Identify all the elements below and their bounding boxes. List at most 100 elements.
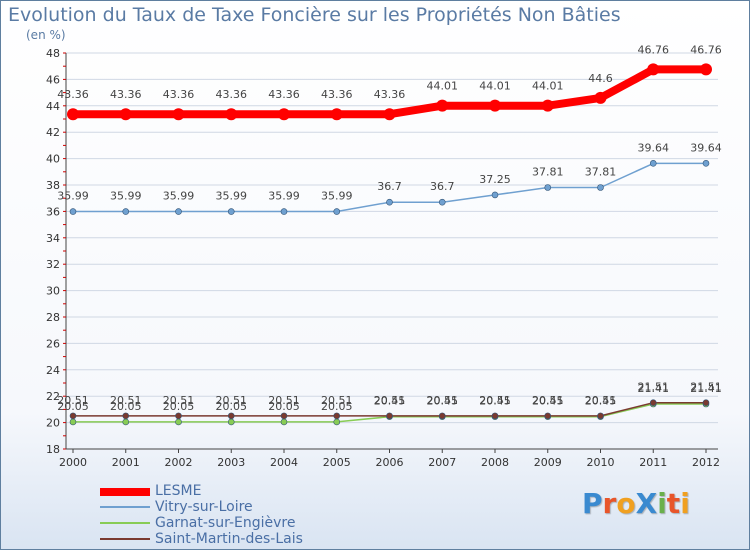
data-point — [67, 108, 79, 121]
data-label: 44.01 — [479, 80, 511, 93]
data-point — [597, 412, 604, 420]
y-tick-label: 26 — [46, 337, 60, 350]
data-point — [491, 412, 499, 420]
data-label: 20.51 — [427, 394, 459, 407]
data-labels: 43.36 43.36 43.36 43.36 43.36 43.36 43.36 44.01… — [57, 43, 722, 413]
data-label: 44.01 — [532, 80, 564, 93]
data-point — [175, 412, 182, 420]
grid — [66, 52, 718, 424]
data-point — [594, 91, 607, 104]
y-tick-label: 28 — [46, 311, 60, 324]
data-point — [69, 418, 77, 426]
y-tick-label: 34 — [46, 232, 60, 245]
data-point — [386, 198, 393, 206]
data-point — [383, 108, 396, 121]
data-label: 20.45 — [479, 395, 511, 408]
data-label: 35.99 — [268, 190, 300, 203]
x-tick-label: 2001 — [112, 456, 140, 469]
data-label: 20.45 — [427, 395, 459, 408]
data-label: 20.51 — [532, 394, 564, 407]
data-label: 35.99 — [163, 190, 195, 203]
data-label: 21.41 — [638, 382, 670, 395]
data-point — [69, 412, 77, 420]
legend: LESME Vitry-sur-Loire Garnat-sur-Engièvr… — [100, 483, 360, 548]
data-point — [278, 108, 290, 121]
data-label: 43.36 — [374, 88, 406, 101]
data-label: 20.51 — [374, 394, 406, 407]
legend-swatch-garnat — [100, 522, 150, 524]
data-label: 20.51 — [321, 394, 353, 407]
data-label: 20.51 — [216, 394, 248, 407]
data-point — [541, 99, 554, 112]
axes: 18 20 22 24 26 28 30 32 34 36 38 40 42 44 46 48 2000 2001… — [46, 47, 720, 469]
data-label: 44.01 — [427, 80, 459, 93]
y-tick-label: 24 — [46, 364, 60, 377]
data-label: 37.81 — [585, 166, 617, 179]
data-label: 46.76 — [690, 43, 722, 56]
legend-item-garnat: Garnat-sur-Engièvre — [100, 515, 360, 532]
data-label: 20.05 — [321, 400, 353, 413]
data-point — [122, 208, 130, 215]
legend-label-lesme: LESME — [155, 483, 202, 499]
data-label: 35.99 — [216, 190, 248, 203]
data-label: 20.45 — [585, 395, 617, 408]
data-label: 20.51 — [110, 394, 142, 407]
data-label: 43.36 — [110, 88, 142, 101]
data-label: 37.25 — [479, 173, 511, 186]
data-point — [172, 108, 185, 121]
data-point — [227, 412, 235, 420]
y-tick-label: 36 — [46, 205, 60, 218]
data-label: 36.7 — [377, 180, 402, 193]
data-label: 43.36 — [57, 88, 89, 101]
data-point — [330, 108, 343, 121]
data-point — [227, 208, 235, 215]
y-axis-unit: (en %) — [26, 28, 66, 42]
data-point — [702, 399, 710, 406]
data-label: 20.05 — [216, 400, 248, 413]
data-label: 20.45 — [532, 395, 564, 408]
data-point — [489, 99, 501, 112]
data-point — [175, 208, 182, 215]
x-tick-label: 2000 — [59, 456, 87, 469]
y-tick-label: 42 — [46, 126, 60, 139]
y-tick-label: 38 — [46, 179, 60, 192]
data-label: 20.05 — [268, 400, 300, 413]
y-tick-label: 44 — [46, 100, 60, 113]
legend-swatch-saint-martin — [100, 538, 150, 540]
series-layer — [67, 63, 712, 426]
y-tick-label: 40 — [46, 153, 60, 166]
data-label: 35.99 — [110, 190, 142, 203]
x-tick-label: 2011 — [639, 456, 667, 469]
data-point — [122, 412, 130, 420]
data-point — [700, 63, 712, 76]
x-tick-label: 2012 — [692, 456, 720, 469]
data-point — [438, 412, 446, 420]
legend-label-garnat: Garnat-sur-Engièvre — [155, 515, 296, 531]
data-label: 20.51 — [163, 394, 195, 407]
x-tick-label: 2006 — [376, 456, 404, 469]
brand-letter: r — [602, 487, 617, 520]
data-label: 37.81 — [532, 166, 564, 179]
data-point — [649, 399, 657, 406]
legend-item-vitry: Vitry-sur-Loire — [100, 499, 360, 516]
brand-letter: X — [635, 487, 658, 520]
data-point — [597, 184, 604, 191]
data-label: 35.99 — [321, 190, 353, 203]
data-point — [280, 418, 288, 426]
brand-letter: i — [657, 487, 667, 520]
data-point — [280, 208, 288, 215]
legend-item-lesme: LESME — [100, 483, 360, 500]
data-point — [436, 99, 449, 112]
data-point — [649, 160, 657, 167]
legend-swatch-vitry — [100, 506, 150, 508]
data-point — [333, 412, 341, 420]
data-label: 39.64 — [638, 141, 670, 154]
brand-letter: o — [616, 487, 636, 520]
legend-label-saint-martin: Saint-Martin-des-Lais — [155, 531, 303, 547]
x-tick-label: 2010 — [587, 456, 615, 469]
data-point — [544, 412, 552, 420]
data-point — [544, 184, 552, 191]
brand-letter: t — [666, 487, 681, 520]
data-point — [225, 108, 238, 121]
